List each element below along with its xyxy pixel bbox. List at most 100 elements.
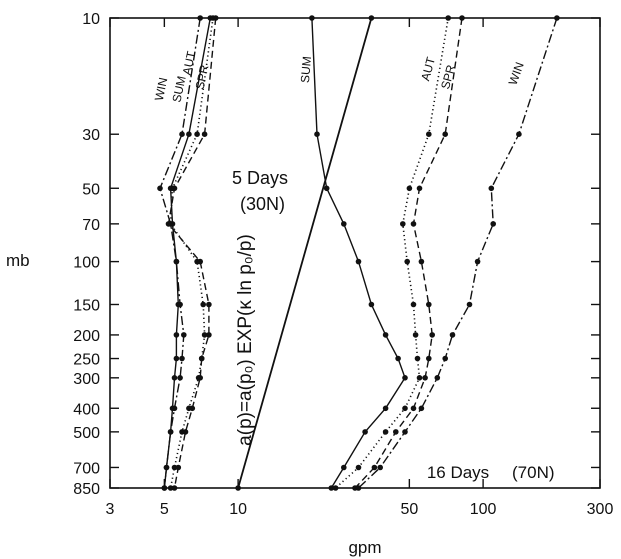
data-point	[179, 355, 185, 362]
data-point	[416, 185, 423, 192]
data-point	[181, 332, 187, 338]
data-point	[371, 464, 378, 471]
data-point	[412, 332, 419, 338]
data-point	[171, 185, 178, 192]
data-point	[167, 429, 174, 435]
data-point	[163, 464, 170, 471]
data-point	[332, 485, 339, 491]
data-point	[426, 301, 432, 308]
data-point	[173, 355, 180, 362]
data-point	[459, 15, 465, 21]
series-line-g1-aut	[335, 17, 449, 489]
x-tick-label: 3	[106, 501, 115, 518]
annotation-5days: 5 Days	[232, 168, 288, 188]
data-point	[309, 15, 315, 21]
data-point	[197, 15, 203, 21]
data-point	[197, 375, 203, 381]
data-point	[201, 131, 208, 137]
data-point	[179, 131, 185, 137]
data-point	[382, 332, 389, 338]
y-tick-label: 700	[73, 460, 100, 477]
data-point	[355, 485, 362, 491]
data-point	[377, 464, 384, 471]
data-point	[402, 375, 408, 381]
data-point	[402, 405, 408, 412]
y-tick-label: 850	[73, 481, 100, 498]
data-point	[426, 131, 432, 137]
data-point	[516, 131, 522, 137]
data-point	[402, 429, 408, 435]
data-point	[442, 355, 449, 362]
x-tick-label: 300	[587, 501, 614, 518]
data-point	[341, 464, 347, 471]
data-point	[434, 375, 441, 381]
tag-16days-win: WIN	[506, 60, 527, 87]
data-point	[416, 375, 423, 381]
y-tick-label: 30	[82, 127, 100, 144]
data-point	[201, 332, 208, 338]
data-point	[200, 301, 206, 308]
tag-5days-sum: SUM	[169, 75, 188, 104]
data-point	[171, 485, 178, 491]
data-point	[169, 405, 176, 412]
y-tick-label: 10	[82, 11, 100, 28]
data-point	[177, 375, 183, 381]
data-point	[449, 332, 456, 338]
data-point	[382, 429, 389, 435]
data-point	[323, 185, 330, 192]
data-point	[328, 485, 335, 491]
tag-16days-aut: AUT	[418, 55, 438, 82]
data-point	[355, 258, 362, 265]
data-point	[400, 221, 406, 227]
tag-5days-win: WIN	[152, 76, 171, 102]
data-point	[175, 464, 182, 471]
data-point	[382, 405, 389, 412]
data-point	[186, 131, 192, 137]
data-point	[466, 301, 473, 308]
tag-16days-sum: SUM	[298, 56, 314, 84]
data-point	[161, 485, 168, 491]
data-point	[341, 221, 347, 227]
data-point	[414, 355, 421, 362]
data-point	[355, 464, 362, 471]
data-point	[197, 258, 203, 265]
tag-5days-aut: AUT	[180, 49, 199, 76]
data-point	[189, 405, 196, 412]
data-point	[182, 429, 189, 435]
data-point	[314, 131, 320, 137]
data-point	[488, 185, 495, 192]
data-point	[362, 429, 368, 435]
y-tick-label: 500	[73, 425, 100, 442]
y-axis-label: mb	[6, 251, 30, 270]
y-tick-label: 200	[73, 328, 100, 345]
data-point	[171, 375, 178, 381]
data-point	[426, 355, 432, 362]
data-point	[212, 15, 219, 21]
series-line-g1-win	[358, 17, 558, 489]
y-tick-label: 300	[73, 371, 100, 388]
y-tick-label: 50	[82, 181, 100, 198]
y-tick-label: 70	[82, 217, 100, 234]
reference-line-label: a(p)=a(p₀) EXP(κ ln p₀/p)	[235, 234, 256, 446]
x-axis-label: gpm	[348, 538, 381, 557]
data-point	[410, 221, 417, 227]
data-point	[206, 301, 212, 308]
reference-line	[237, 17, 373, 489]
annotation-30n: (30N)	[240, 194, 285, 214]
data-point	[198, 355, 205, 362]
data-point	[429, 332, 436, 338]
data-point	[194, 131, 200, 137]
data-point	[422, 375, 428, 381]
data-point	[418, 405, 425, 412]
x-tick-label: 50	[400, 501, 418, 518]
x-tick-label: 10	[229, 501, 247, 518]
data-point	[167, 485, 174, 491]
y-tick-label: 250	[73, 352, 100, 369]
data-point	[393, 429, 399, 435]
data-point	[206, 332, 212, 338]
data-point	[554, 15, 560, 21]
data-point	[410, 301, 417, 308]
y-tick-label: 100	[73, 255, 100, 272]
y-tick-label: 150	[73, 297, 100, 314]
